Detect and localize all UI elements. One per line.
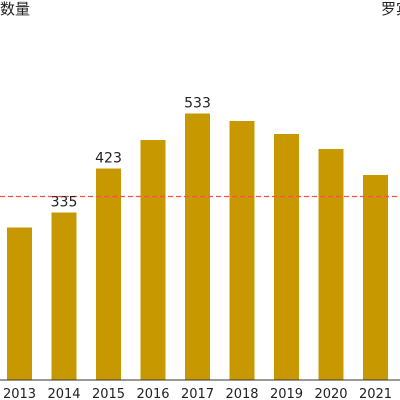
x-tick-label-2016: 2016: [136, 387, 169, 400]
x-tick-label-2017: 2017: [181, 387, 214, 400]
bar-2018: [229, 121, 255, 380]
top-left-label: 数量: [0, 0, 30, 18]
x-tick-label-2015: 2015: [92, 387, 125, 400]
bar-2016: [140, 140, 166, 380]
data-label-2015: 423: [95, 151, 122, 167]
x-tick-label-2020: 2020: [314, 387, 347, 400]
data-label-2014: 335: [51, 195, 78, 211]
bar-2017: [185, 113, 210, 380]
top-right-label: 罗宾: [381, 0, 400, 18]
bar-2020: [318, 149, 344, 380]
data-label-2017: 533: [184, 96, 211, 112]
bar-2021: [363, 175, 388, 380]
x-tick-label-2018: 2018: [225, 387, 258, 400]
bar-2019: [274, 134, 299, 380]
x-tick-label-2019: 2019: [270, 387, 303, 400]
bar-2014: [51, 212, 77, 380]
data-labels-group: 335 423 533: [51, 96, 211, 211]
x-tick-label-2021: 2021: [359, 387, 392, 400]
x-tick-labels-group: 2013 2014 2015 2016 2017 2018 2019 2020 2021: [3, 387, 392, 400]
bar-2015: [96, 168, 121, 380]
x-tick-label-2013: 2013: [3, 387, 36, 400]
bars-group: [0, 113, 400, 381]
bar-2013: [7, 227, 32, 380]
x-tick-label-2014: 2014: [47, 387, 80, 400]
